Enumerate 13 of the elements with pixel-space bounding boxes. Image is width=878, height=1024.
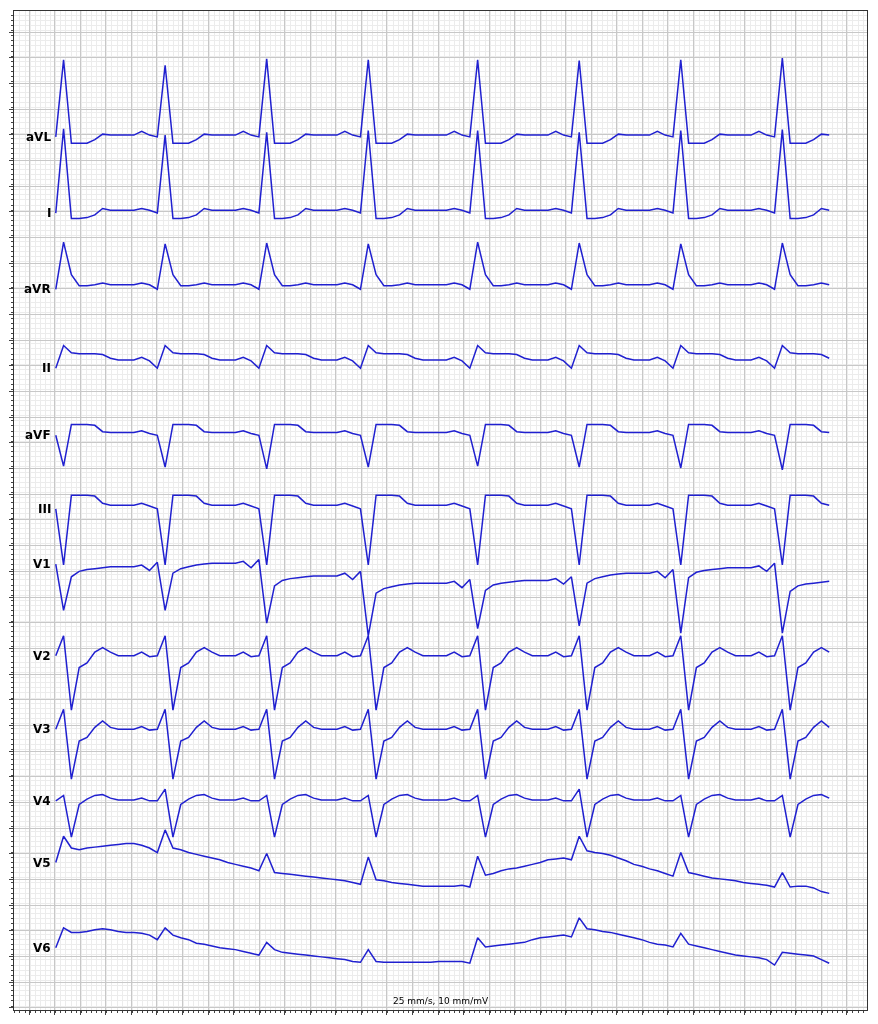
series-label: V6 xyxy=(33,941,51,955)
series-label: aVR xyxy=(24,282,51,296)
series-label: I xyxy=(47,206,52,220)
series-label: V2 xyxy=(33,649,51,663)
series-label: aVL xyxy=(26,130,52,144)
series-label: III xyxy=(38,502,52,516)
series-label: V5 xyxy=(33,856,51,870)
series-label: V4 xyxy=(33,794,51,808)
series-label: V1 xyxy=(33,557,51,571)
series-label: aVF xyxy=(25,428,51,442)
series-label: II xyxy=(42,361,51,375)
series-label: V3 xyxy=(33,722,51,736)
text: 25 mm/s, 10 mm/mV xyxy=(393,996,489,1006)
